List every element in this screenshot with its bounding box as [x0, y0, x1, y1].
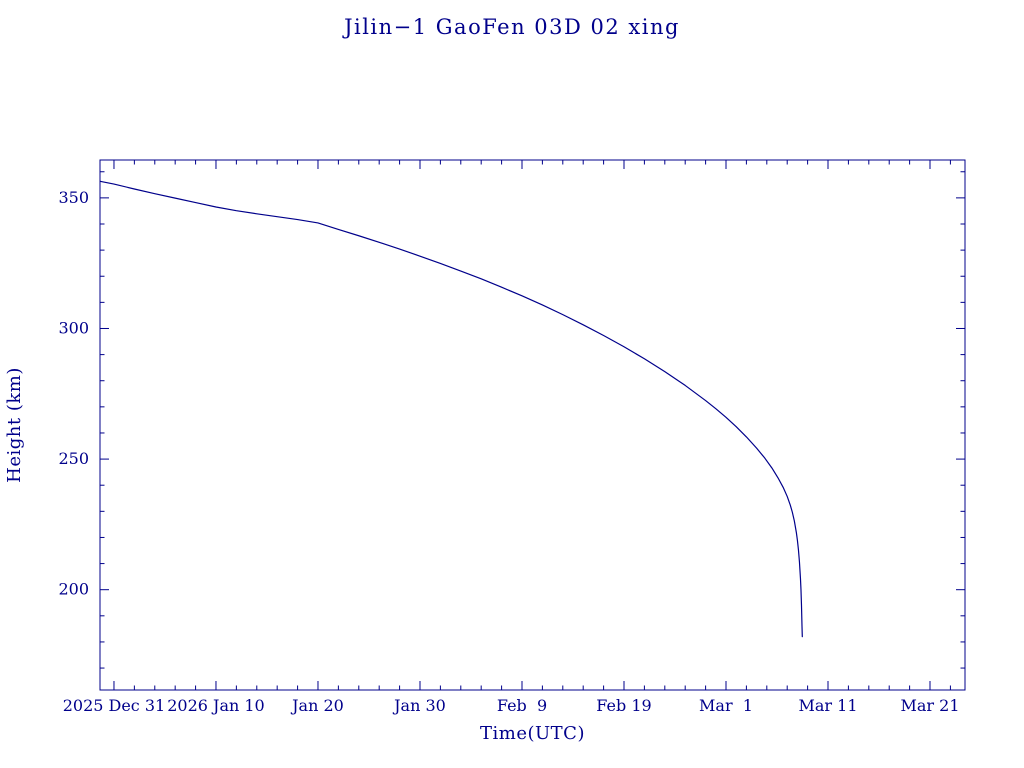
- x-axis-title: Time(UTC): [480, 723, 585, 744]
- y-axis-title: Height (km): [4, 367, 25, 483]
- x-tick-label: Feb 9: [497, 696, 547, 715]
- x-tick-label: Jan 20: [290, 696, 344, 715]
- x-tick-label: 2026 Jan 10: [167, 696, 265, 715]
- y-tick-label: 350: [58, 188, 89, 207]
- x-tick-label: 2025 Dec 31: [63, 696, 166, 715]
- y-tick-label: 200: [58, 580, 89, 599]
- x-tick-label: Feb 19: [596, 696, 651, 715]
- y-tick-label: 250: [58, 449, 89, 468]
- x-tick-label: Mar 11: [798, 696, 857, 715]
- x-tick-label: Mar 21: [901, 696, 960, 715]
- orbital-decay-curve: [100, 180, 803, 638]
- chart-title: Jilin−1 GaoFen 03D 02 xing: [344, 15, 680, 39]
- plot-frame: [99, 159, 966, 691]
- y-tick-label: 300: [58, 318, 89, 337]
- x-tick-label: Jan 30: [392, 696, 446, 715]
- x-tick-label: Mar 1: [699, 696, 753, 715]
